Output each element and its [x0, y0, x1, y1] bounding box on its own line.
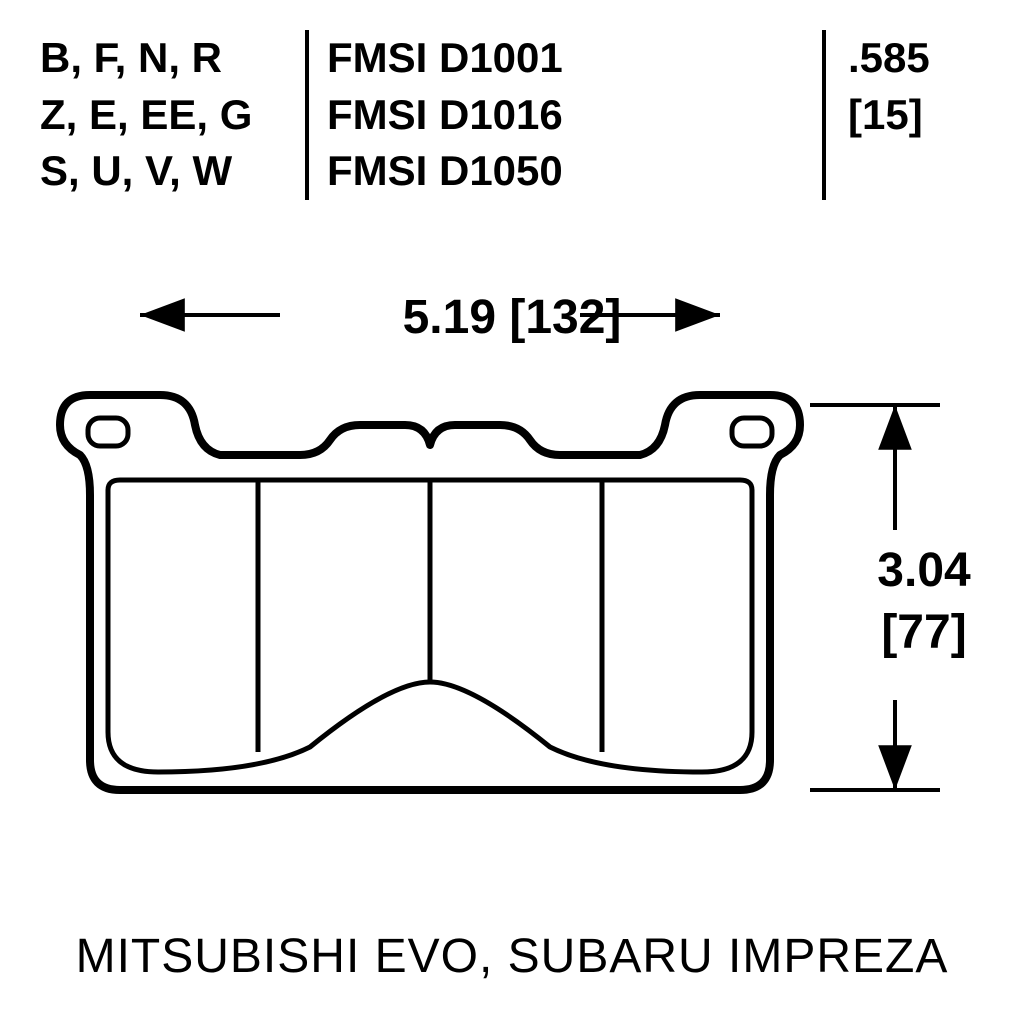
brake-pad-diagram — [0, 0, 1024, 1024]
